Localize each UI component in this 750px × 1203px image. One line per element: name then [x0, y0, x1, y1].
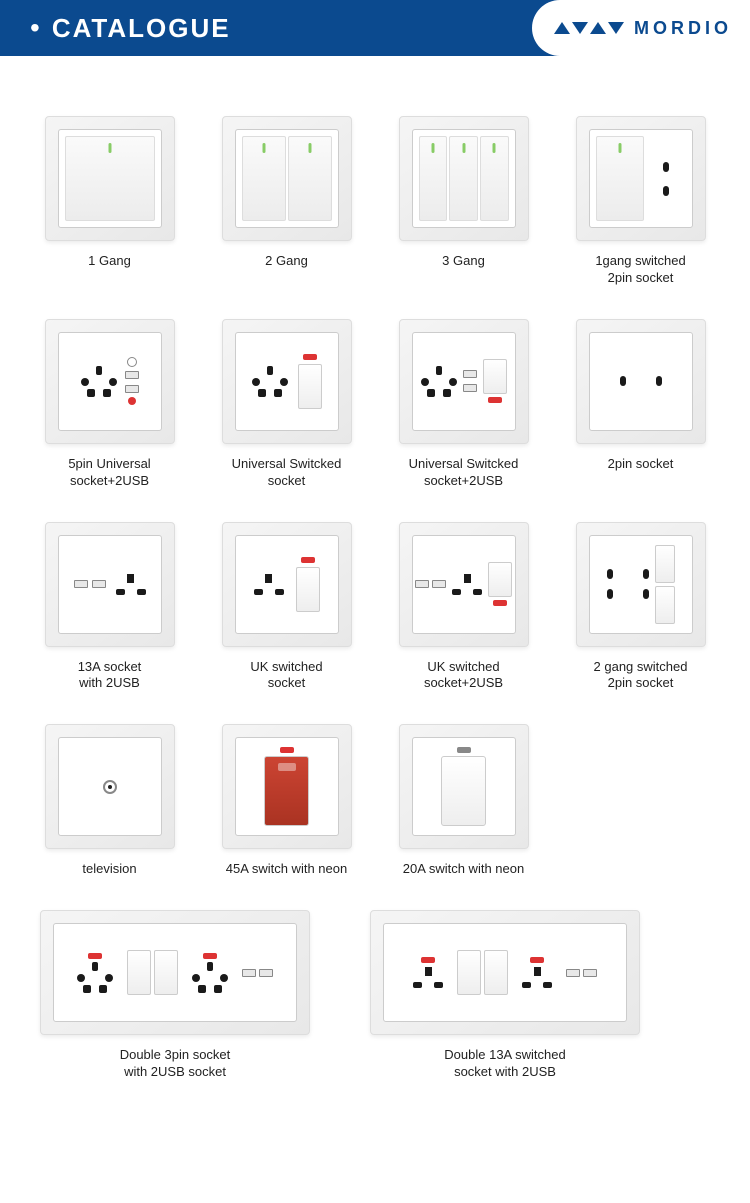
socket-face — [235, 737, 339, 836]
product-label: 2pin socket — [561, 456, 720, 473]
product-tile — [399, 116, 529, 241]
product-cell: 1 Gang — [30, 116, 189, 287]
product-cell: UK switchedsocket — [207, 522, 366, 693]
product-tile — [222, 522, 352, 647]
product-label: Universal Switckedsocket — [207, 456, 366, 490]
product-tile-wide — [370, 910, 640, 1035]
product-cell: 3 Gang — [384, 116, 543, 287]
product-tile — [45, 522, 175, 647]
product-label: 2 gang switched2pin socket — [561, 659, 720, 693]
socket-face — [589, 535, 693, 634]
product-grid: 1 Gang 2 Gang 3 Gang 1gang switched2pin soc… — [0, 56, 750, 1111]
product-cell: 2 gang switched2pin socket — [561, 522, 720, 693]
product-label: 3 Gang — [384, 253, 543, 270]
product-cell: 45A switch with neon — [207, 724, 366, 878]
product-tile — [45, 116, 175, 241]
product-label: UK switchedsocket+2USB — [384, 659, 543, 693]
product-label: 45A switch with neon — [207, 861, 366, 878]
product-label: 1 Gang — [30, 253, 189, 270]
wide-product-row: Double 3pin socketwith 2USB socket Double… — [30, 910, 720, 1081]
socket-face — [412, 737, 516, 836]
product-tile — [576, 522, 706, 647]
product-tile — [45, 724, 175, 849]
socket-face — [412, 129, 516, 228]
socket-face — [58, 535, 162, 634]
product-cell: UK switchedsocket+2USB — [384, 522, 543, 693]
product-cell: 5pin Universalsocket+2USB — [30, 319, 189, 490]
product-label: Double 13A switchedsocket with 2USB — [370, 1047, 640, 1081]
product-label: 1gang switched2pin socket — [561, 253, 720, 287]
product-tile — [399, 522, 529, 647]
product-cell: Double 3pin socketwith 2USB socket — [40, 910, 310, 1081]
product-tile — [222, 319, 352, 444]
socket-face — [412, 332, 516, 431]
brand-badge: MORDIO — [532, 0, 750, 56]
product-cell: 13A socketwith 2USB — [30, 522, 189, 693]
product-tile — [576, 319, 706, 444]
product-tile — [576, 116, 706, 241]
product-label: 20A switch with neon — [384, 861, 543, 878]
socket-face — [53, 923, 297, 1022]
socket-face — [235, 332, 339, 431]
product-label: 13A socketwith 2USB — [30, 659, 189, 693]
socket-face — [235, 535, 339, 634]
socket-face — [589, 129, 693, 228]
product-tile — [399, 319, 529, 444]
socket-face — [58, 332, 162, 431]
product-tile — [222, 116, 352, 241]
product-cell: 2 Gang — [207, 116, 366, 287]
product-cell: 2pin socket — [561, 319, 720, 490]
socket-face — [58, 737, 162, 836]
brand-name: MORDIO — [634, 18, 732, 39]
product-tile-wide — [40, 910, 310, 1035]
product-label: television — [30, 861, 189, 878]
socket-face — [235, 129, 339, 228]
brand-logo-icon — [554, 22, 624, 34]
product-cell: television — [30, 724, 189, 878]
product-tile — [45, 319, 175, 444]
product-label: Double 3pin socketwith 2USB socket — [40, 1047, 310, 1081]
product-tile — [222, 724, 352, 849]
product-label: 5pin Universalsocket+2USB — [30, 456, 189, 490]
page-title: CATALOGUE — [52, 13, 231, 44]
socket-face — [589, 332, 693, 431]
product-cell: 20A switch with neon — [384, 724, 543, 878]
product-cell: Universal Switckedsocket+2USB — [384, 319, 543, 490]
socket-face — [58, 129, 162, 228]
product-label: UK switchedsocket — [207, 659, 366, 693]
product-label: Universal Switckedsocket+2USB — [384, 456, 543, 490]
socket-face — [383, 923, 627, 1022]
product-tile — [399, 724, 529, 849]
product-cell: Double 13A switchedsocket with 2USB — [370, 910, 640, 1081]
socket-face — [412, 535, 516, 634]
bullet-icon: • — [30, 12, 40, 44]
product-cell: Universal Switckedsocket — [207, 319, 366, 490]
product-label: 2 Gang — [207, 253, 366, 270]
product-cell: 1gang switched2pin socket — [561, 116, 720, 287]
header-bar: • CATALOGUE MORDIO — [0, 0, 750, 56]
